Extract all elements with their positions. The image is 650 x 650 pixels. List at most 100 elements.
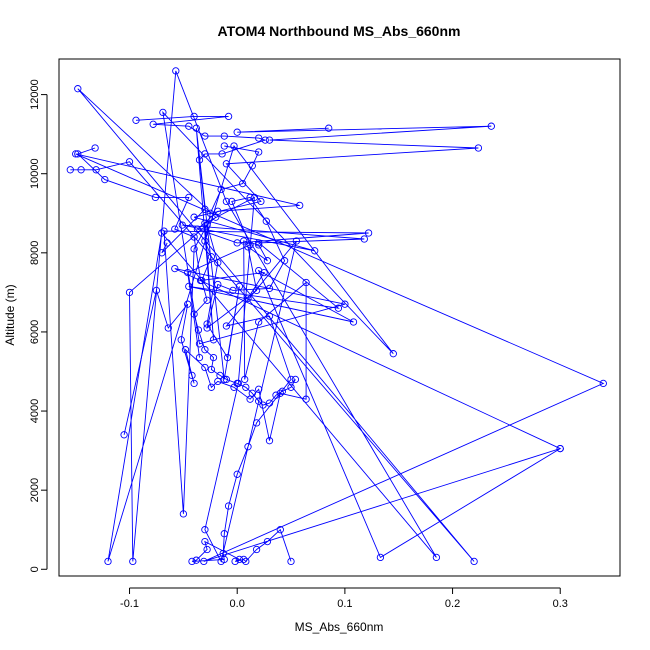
- series-3: [120, 193, 310, 445]
- data-point: [129, 557, 137, 566]
- data-point: [257, 197, 265, 206]
- data-point: [242, 383, 250, 391]
- data-point: [198, 276, 206, 285]
- data-point: [217, 185, 225, 194]
- data-point: [265, 399, 274, 407]
- y-tick-label: 8000: [29, 241, 41, 265]
- data-point: [260, 268, 268, 277]
- data-point: [599, 379, 607, 388]
- data-point: [255, 318, 263, 326]
- data-point: [244, 243, 252, 251]
- data-point: [222, 322, 231, 330]
- data-point: [190, 379, 198, 388]
- x-tick-label: 0.3: [553, 598, 568, 610]
- data-point: [188, 557, 196, 566]
- data-point: [263, 257, 272, 265]
- data-point: [201, 526, 209, 534]
- series-line: [135, 115, 267, 254]
- data-point: [255, 148, 263, 156]
- data-point: [240, 237, 248, 245]
- data-point: [74, 85, 82, 93]
- data-point: [287, 375, 295, 384]
- data-point: [178, 221, 186, 229]
- data-point: [179, 510, 188, 518]
- data-point: [207, 365, 216, 374]
- data-point: [224, 502, 233, 510]
- data-point: [201, 150, 209, 158]
- x-tick-label: -0.1: [120, 598, 139, 610]
- y-tick-label: 6000: [29, 320, 41, 344]
- data-point: [261, 136, 269, 144]
- data-point: [163, 239, 171, 247]
- data-point: [171, 225, 179, 233]
- data-point: [203, 296, 211, 304]
- data-point: [152, 286, 161, 295]
- data-point: [195, 353, 204, 362]
- data-point: [201, 205, 209, 213]
- data-point: [287, 557, 295, 566]
- data-point: [244, 294, 252, 302]
- data-point: [223, 353, 232, 362]
- data-point: [265, 437, 274, 445]
- data-point: [244, 443, 252, 451]
- data-point: [203, 545, 211, 554]
- data-point: [201, 132, 209, 140]
- data-point: [238, 179, 247, 188]
- data-point: [201, 237, 209, 245]
- data-point: [190, 310, 198, 318]
- data-point: [255, 239, 263, 247]
- x-tick-label: 0.0: [230, 598, 245, 610]
- data-point: [77, 166, 85, 174]
- data-point: [432, 553, 441, 562]
- y-axis-label: Altitude (m): [3, 284, 17, 345]
- data-point: [214, 280, 222, 289]
- data-point: [233, 470, 241, 478]
- data-point: [220, 132, 228, 140]
- data-point: [184, 268, 192, 277]
- data-point: [220, 555, 228, 564]
- data-point: [222, 197, 231, 206]
- data-point: [230, 142, 238, 150]
- data-point: [192, 124, 200, 132]
- data-point: [229, 286, 237, 295]
- data-point: [160, 227, 168, 235]
- data-point: [92, 166, 100, 174]
- series-line: [76, 147, 265, 299]
- data-point: [151, 193, 160, 202]
- data-point: [171, 264, 179, 273]
- data-point: [158, 229, 166, 237]
- y-tick-label: 10000: [29, 158, 41, 189]
- data-point: [214, 207, 222, 215]
- data-point: [159, 108, 167, 117]
- data-point: [231, 557, 239, 566]
- data-point: [265, 284, 274, 293]
- data-point: [276, 526, 284, 534]
- data-point: [311, 247, 319, 255]
- data-point: [233, 239, 241, 247]
- data-point: [278, 387, 287, 395]
- x-axis-label: MS_Abs_660nm: [295, 620, 384, 634]
- y-tick-label: 4000: [29, 399, 41, 423]
- data-point: [246, 241, 254, 249]
- data-point: [125, 288, 134, 297]
- chart-title: ATOM4 Northbound MS_Abs_660nm: [218, 23, 461, 39]
- data-point: [272, 391, 280, 399]
- data-point: [276, 389, 284, 397]
- data-point: [263, 537, 272, 546]
- data-point: [220, 142, 228, 150]
- data-point: [255, 397, 263, 405]
- data-point: [259, 401, 267, 409]
- data-point: [201, 537, 209, 546]
- data-point: [302, 278, 310, 287]
- data-point: [280, 257, 289, 265]
- series-5: [74, 144, 268, 302]
- data-point: [255, 241, 263, 249]
- axis-layer: -0.1 0.0 0.1 0.2 0.3 0 2000 4000 6000 8000 10000 12…: [29, 79, 568, 610]
- data-point: [220, 530, 228, 538]
- data-point: [172, 67, 180, 75]
- x-tick-label: 0.2: [445, 598, 460, 610]
- y-tick-label: 0: [29, 566, 41, 572]
- data-point: [91, 144, 99, 152]
- data-point: [207, 253, 216, 261]
